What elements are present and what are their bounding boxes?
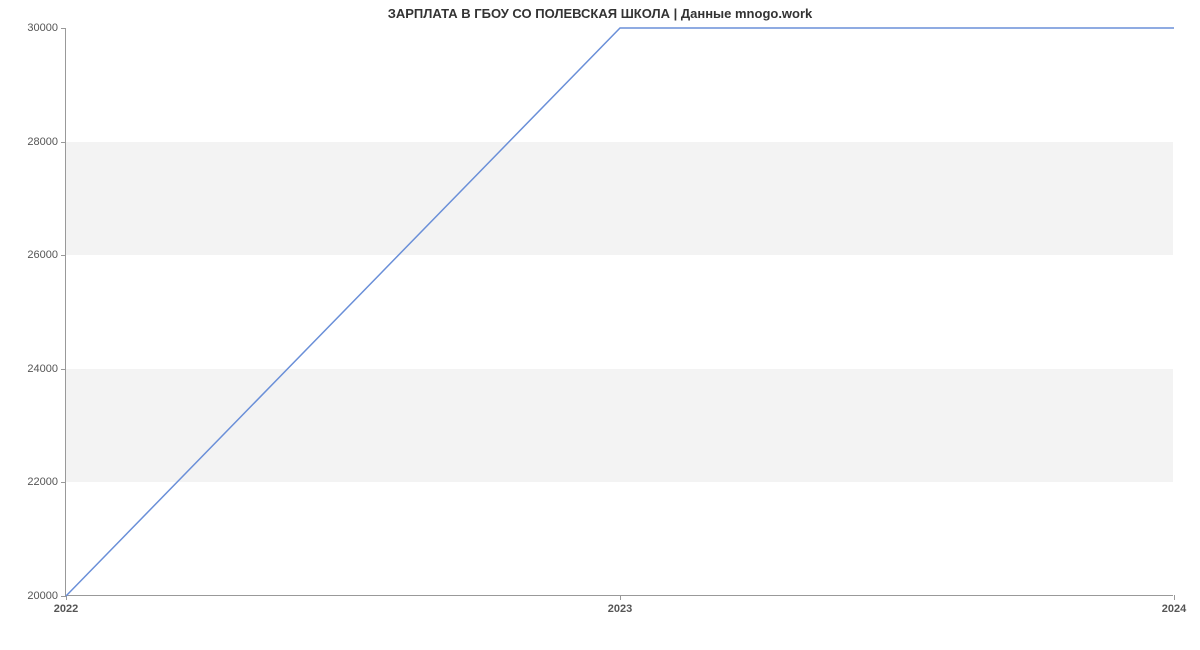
salary-chart: ЗАРПЛАТА В ГБОУ СО ПОЛЕВСКАЯ ШКОЛА | Дан…	[0, 0, 1200, 650]
chart-title: ЗАРПЛАТА В ГБОУ СО ПОЛЕВСКАЯ ШКОЛА | Дан…	[0, 6, 1200, 21]
y-tick-label: 26000	[27, 249, 66, 261]
y-tick-label: 28000	[27, 136, 66, 148]
x-tick-label: 2023	[608, 595, 632, 615]
x-tick-label: 2022	[54, 595, 78, 615]
y-tick-label: 24000	[27, 363, 66, 375]
series-line	[66, 28, 1174, 596]
line-layer	[66, 28, 1174, 596]
plot-area: 2000022000240002600028000300002022202320…	[65, 28, 1173, 596]
x-tick-label: 2024	[1162, 595, 1186, 615]
y-tick-label: 22000	[27, 476, 66, 488]
y-tick-label: 30000	[27, 22, 66, 34]
